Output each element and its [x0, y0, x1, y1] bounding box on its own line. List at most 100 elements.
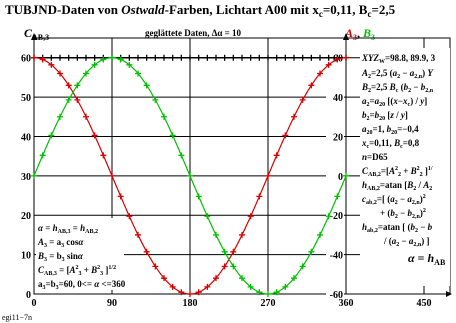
point-C-11: [126, 54, 133, 61]
y-tick-label-left-3: 30: [21, 172, 31, 183]
y-tick-bg-right-0: [326, 288, 344, 299]
point-C-15: [161, 54, 167, 61]
point-C-24: [239, 54, 245, 61]
legend-line-3: B3 = b3 sinα: [37, 251, 84, 263]
x-tick-label-1: 90: [107, 298, 117, 309]
x-axis-arrow: [446, 291, 452, 297]
point-C-4: [65, 54, 72, 61]
point-B-18: [187, 172, 193, 179]
annotation-right-background: [360, 48, 450, 286]
point-C-20: [204, 54, 211, 61]
point-B-22: [221, 248, 228, 255]
legend-left-background: [36, 218, 124, 290]
point-A-21: [213, 275, 219, 282]
point-A-16: [169, 283, 176, 290]
chart-title: TUBJND-Daten von Ostwald-Farben, Lichtar…: [5, 2, 396, 19]
legend-line-5: a3=b3=60, 0<= α <=360: [38, 279, 126, 291]
point-A-15: [161, 275, 167, 282]
y-tick-label-left-6: 60: [21, 54, 31, 65]
point-B-30: [291, 275, 297, 282]
point-A-0: [31, 54, 37, 61]
point-B-29: [282, 283, 289, 290]
point-C-19: [195, 54, 202, 61]
y-tick-bg-right-2: [326, 209, 344, 221]
point-B-15: [161, 113, 167, 120]
point-A-3: [57, 70, 63, 77]
point-A-29: [282, 132, 289, 139]
point-B-36: [343, 172, 349, 179]
point-C-12: [135, 54, 141, 61]
point-B-12: [135, 70, 141, 77]
point-A-10: [117, 193, 124, 200]
y-tick-label-right-2: -20: [330, 211, 343, 222]
annot-line-xyz: XYZW=98.8, 89.9, 3: [361, 53, 436, 65]
point-C-7: [91, 54, 98, 61]
point-A-25: [247, 213, 254, 220]
point-A-12: [135, 231, 141, 238]
point-A-5: [74, 96, 81, 103]
point-A-14: [152, 263, 159, 270]
point-B-4: [65, 96, 72, 103]
footer-code: egi11−7n: [2, 313, 32, 322]
point-C-29: [282, 54, 289, 61]
point-B-19: [195, 193, 202, 200]
point-B-16: [169, 132, 176, 139]
point-B-27: [265, 291, 271, 297]
point-A-26: [256, 193, 263, 200]
annotation-right: XYZW=98.8, 89.9, 3 A2=2,5 (a2 − a2,n) Y …: [360, 48, 450, 286]
point-B-0: [31, 172, 37, 179]
annot-line-hab2: hAB,2=atan [B2 / A2: [362, 180, 432, 192]
point-A-6: [83, 113, 89, 120]
annot-line-b2: B2=2,5 Bc (b2 − b2,n: [361, 82, 434, 94]
point-C-32: [308, 54, 315, 61]
y-tick-label-right-4: 20: [333, 132, 343, 143]
point-A-18: [187, 291, 193, 297]
point-B-10: [117, 56, 124, 63]
annot-line-cab2: CAB,2=[A22 + B22 ]1/: [362, 166, 433, 178]
point-B-6: [83, 70, 89, 77]
y-tick-label-left-0: 0: [26, 290, 31, 301]
annot-line-cab2-ab: cab,2=[ (a2 − a2,n)2: [362, 194, 426, 206]
point-A-33: [317, 70, 323, 77]
point-B-32: [308, 248, 315, 255]
annot-line-a2-def: a2=a20 [(x−xc) / y]: [362, 96, 427, 108]
point-C-2: [48, 54, 55, 61]
point-B-2: [48, 132, 55, 139]
y-tick-label-right-5: 40: [333, 93, 343, 104]
point-C-18: [187, 54, 193, 61]
point-C-28: [273, 54, 280, 61]
annot-line-hab2-ab: hab,2=atan [ (b2 − b: [362, 222, 433, 234]
point-A-11: [126, 213, 133, 220]
point-C-33: [317, 54, 323, 61]
point-A-19: [195, 289, 202, 296]
point-C-14: [152, 54, 159, 61]
point-C-30: [291, 54, 297, 61]
point-B-8: [100, 56, 107, 63]
point-A-4: [65, 82, 72, 89]
point-C-22: [221, 54, 228, 61]
point-B-21: [213, 231, 219, 238]
point-B-35: [334, 193, 341, 200]
point-B-33: [317, 231, 323, 238]
y-tick-bg-right-5: [326, 91, 344, 103]
x-tick-label-0: 0: [32, 298, 37, 309]
point-B-20: [204, 213, 211, 220]
point-A-36: [343, 54, 349, 61]
point-B-28: [273, 289, 280, 296]
y-tick-label-left-1: 10: [21, 251, 31, 262]
point-C-31: [299, 54, 306, 61]
y-tick-label-left-2: 20: [21, 211, 31, 222]
point-A-30: [291, 113, 297, 120]
point-B-9: [109, 54, 115, 61]
point-A-27: [265, 172, 271, 179]
point-A-35: [334, 56, 341, 63]
right-axis-arrow: [343, 33, 349, 40]
point-B-1: [39, 152, 46, 159]
y-tick-bg-right-1: [326, 248, 344, 260]
point-C-5: [74, 54, 81, 61]
legend-line-1: α = hAB,3 = hAB,2: [38, 223, 98, 235]
point-C-25: [247, 54, 254, 61]
legend-line-4: CAB,3 = [A23 + B23 ]1/2: [38, 265, 116, 277]
x-tick-label-5: 450: [417, 298, 432, 309]
point-A-17: [178, 289, 185, 296]
